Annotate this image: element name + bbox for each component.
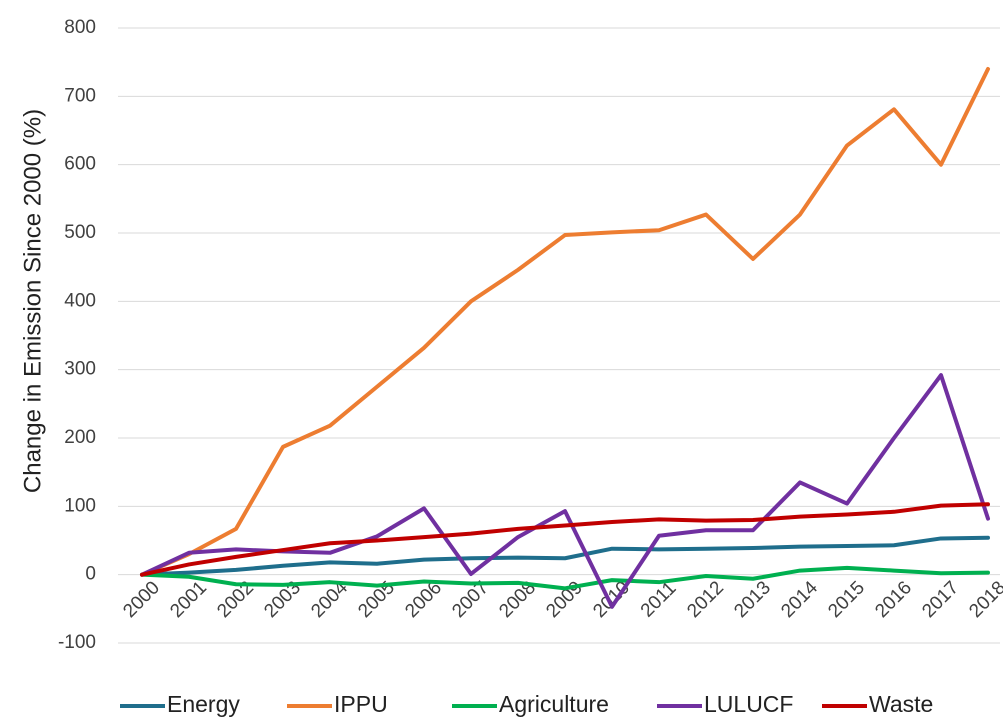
series-line	[140, 502, 990, 577]
y-tick-label: -100	[58, 632, 96, 653]
legend-text: Waste	[869, 691, 933, 717]
x-tick-label: 2015	[824, 577, 869, 622]
y-tick-label: 0	[85, 564, 96, 585]
y-tick-label: 300	[64, 359, 96, 380]
y-tick-label: 100	[64, 495, 96, 516]
series-line	[140, 373, 990, 609]
y-tick-label: 500	[64, 222, 96, 243]
x-tick-label: 2011	[637, 578, 681, 622]
y-tick-label: 700	[64, 85, 96, 106]
x-tick-label: 2012	[683, 577, 728, 622]
y-tick-label: 400	[64, 290, 96, 311]
legend-text: IPPU	[334, 691, 388, 717]
series-line	[140, 67, 990, 577]
legend-text: Agriculture	[499, 691, 609, 717]
series-line	[140, 535, 990, 577]
x-tick-label: 2013	[730, 577, 775, 622]
y-tick-label: 800	[64, 17, 96, 38]
x-tick-label: 2001	[166, 577, 211, 622]
x-tick-label: 2017	[918, 577, 963, 622]
series-line	[140, 565, 990, 591]
legend-text: LULUCF	[704, 691, 793, 717]
x-tick-label: 2018	[965, 577, 1003, 622]
y-tick-label: 200	[64, 427, 96, 448]
x-tick-label: 2000	[119, 577, 164, 622]
legend-text: Energy	[167, 691, 240, 717]
y-axis-title: Change in Emission Since 2000 (%)	[19, 109, 46, 493]
y-tick-label: 600	[64, 154, 96, 175]
x-tick-label: 2016	[871, 577, 916, 622]
x-tick-label: 2014	[777, 577, 822, 622]
